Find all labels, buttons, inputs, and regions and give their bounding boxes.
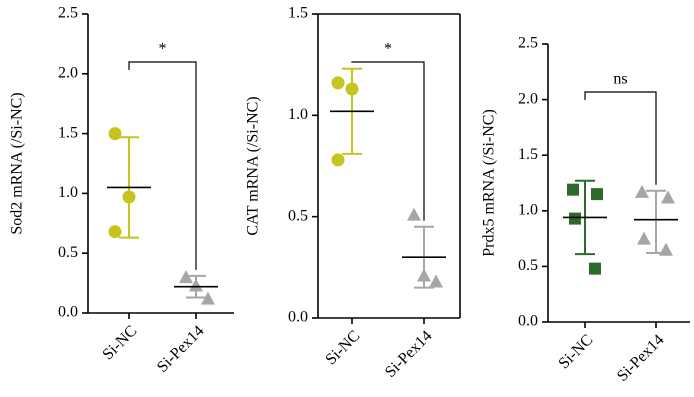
x-tick-label: Si-NC xyxy=(555,331,596,372)
y-tick-label: 2.5 xyxy=(518,35,538,52)
y-tick-label: 0.5 xyxy=(288,207,308,224)
x-tick-label: Si-Pex14 xyxy=(614,331,668,385)
y-tick-label: 1.5 xyxy=(288,5,308,22)
point xyxy=(201,291,215,305)
y-tick-label: 1.0 xyxy=(288,106,308,123)
significance-label: * xyxy=(159,41,167,58)
significance-bracket xyxy=(128,61,197,270)
y-tick-label: 2.0 xyxy=(518,90,538,107)
y-axis-label: Sod2 mRNA (/Si-NC) xyxy=(9,92,26,234)
point xyxy=(635,184,649,198)
significance-bracket xyxy=(584,91,657,185)
x-tick-label: Si-Pex14 xyxy=(154,322,208,376)
y-tick-label: 0.5 xyxy=(58,244,78,261)
y-tick-label: 0.0 xyxy=(58,304,78,321)
point xyxy=(407,207,421,221)
point xyxy=(429,274,443,288)
y-tick-label: 0.0 xyxy=(518,313,538,330)
y-tick-label: 0.0 xyxy=(288,309,308,326)
y-tick-label: 0.5 xyxy=(518,257,538,274)
y-tick-label: 1.5 xyxy=(58,124,78,141)
point xyxy=(331,76,345,90)
y-axis-label: CAT mRNA (/Si-NC) xyxy=(245,96,262,235)
point xyxy=(591,188,603,201)
y-axis-label: Prdx5 mRNA (/Si-NC) xyxy=(481,109,498,257)
point xyxy=(331,153,345,167)
point xyxy=(637,231,651,245)
point xyxy=(108,127,122,141)
significance-label: * xyxy=(384,41,392,58)
x-tick-label: Si-NC xyxy=(322,327,363,368)
significance-bracket xyxy=(351,61,425,221)
point xyxy=(661,190,675,204)
point xyxy=(589,262,601,275)
point xyxy=(567,183,579,196)
x-tick-label: Si-NC xyxy=(99,322,140,363)
y-tick-label: 2.0 xyxy=(58,64,78,81)
significance-label: ns xyxy=(613,71,627,88)
point xyxy=(569,212,581,225)
point xyxy=(108,225,122,239)
y-tick-label: 1.0 xyxy=(518,201,538,218)
y-tick-label: 1.5 xyxy=(518,146,538,163)
y-tick-label: 2.5 xyxy=(58,5,78,22)
x-tick-label: Si-Pex14 xyxy=(382,327,436,381)
y-tick-label: 1.0 xyxy=(58,184,78,201)
